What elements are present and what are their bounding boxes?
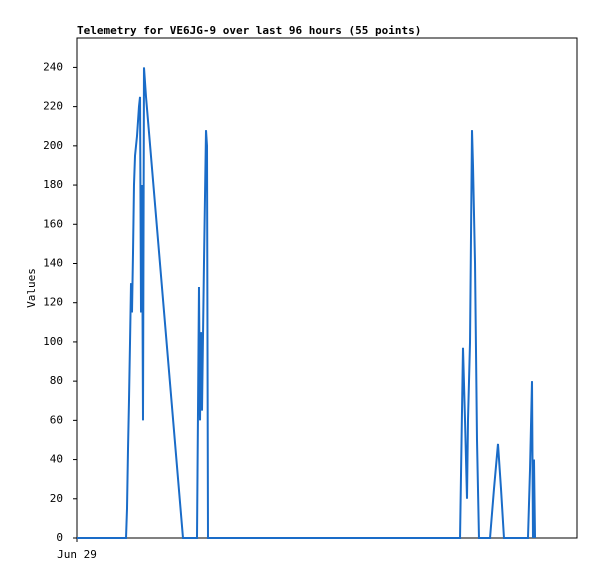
y-tick-label: 240 bbox=[43, 60, 63, 73]
y-tick-label: 180 bbox=[43, 178, 63, 191]
y-tick-label: 80 bbox=[50, 374, 63, 387]
plot-frame bbox=[76, 37, 578, 539]
data-line bbox=[77, 67, 537, 539]
y-tick-label: 100 bbox=[43, 335, 63, 348]
y-tick-label: 140 bbox=[43, 256, 63, 269]
y-tick-label: 0 bbox=[56, 531, 63, 544]
x-tick-label: Jun 29 bbox=[57, 548, 97, 561]
y-axis-label: Values bbox=[25, 268, 38, 308]
y-tick-label: 220 bbox=[43, 100, 63, 113]
y-tick-label: 20 bbox=[50, 492, 63, 505]
y-tick-label: 40 bbox=[50, 453, 63, 466]
y-tick-label: 120 bbox=[43, 296, 63, 309]
y-tick-label: 200 bbox=[43, 139, 63, 152]
chart-title: Telemetry for VE6JG-9 over last 96 hours… bbox=[77, 24, 421, 37]
y-tick-label: 60 bbox=[50, 413, 63, 426]
y-tick-label: 160 bbox=[43, 217, 63, 230]
